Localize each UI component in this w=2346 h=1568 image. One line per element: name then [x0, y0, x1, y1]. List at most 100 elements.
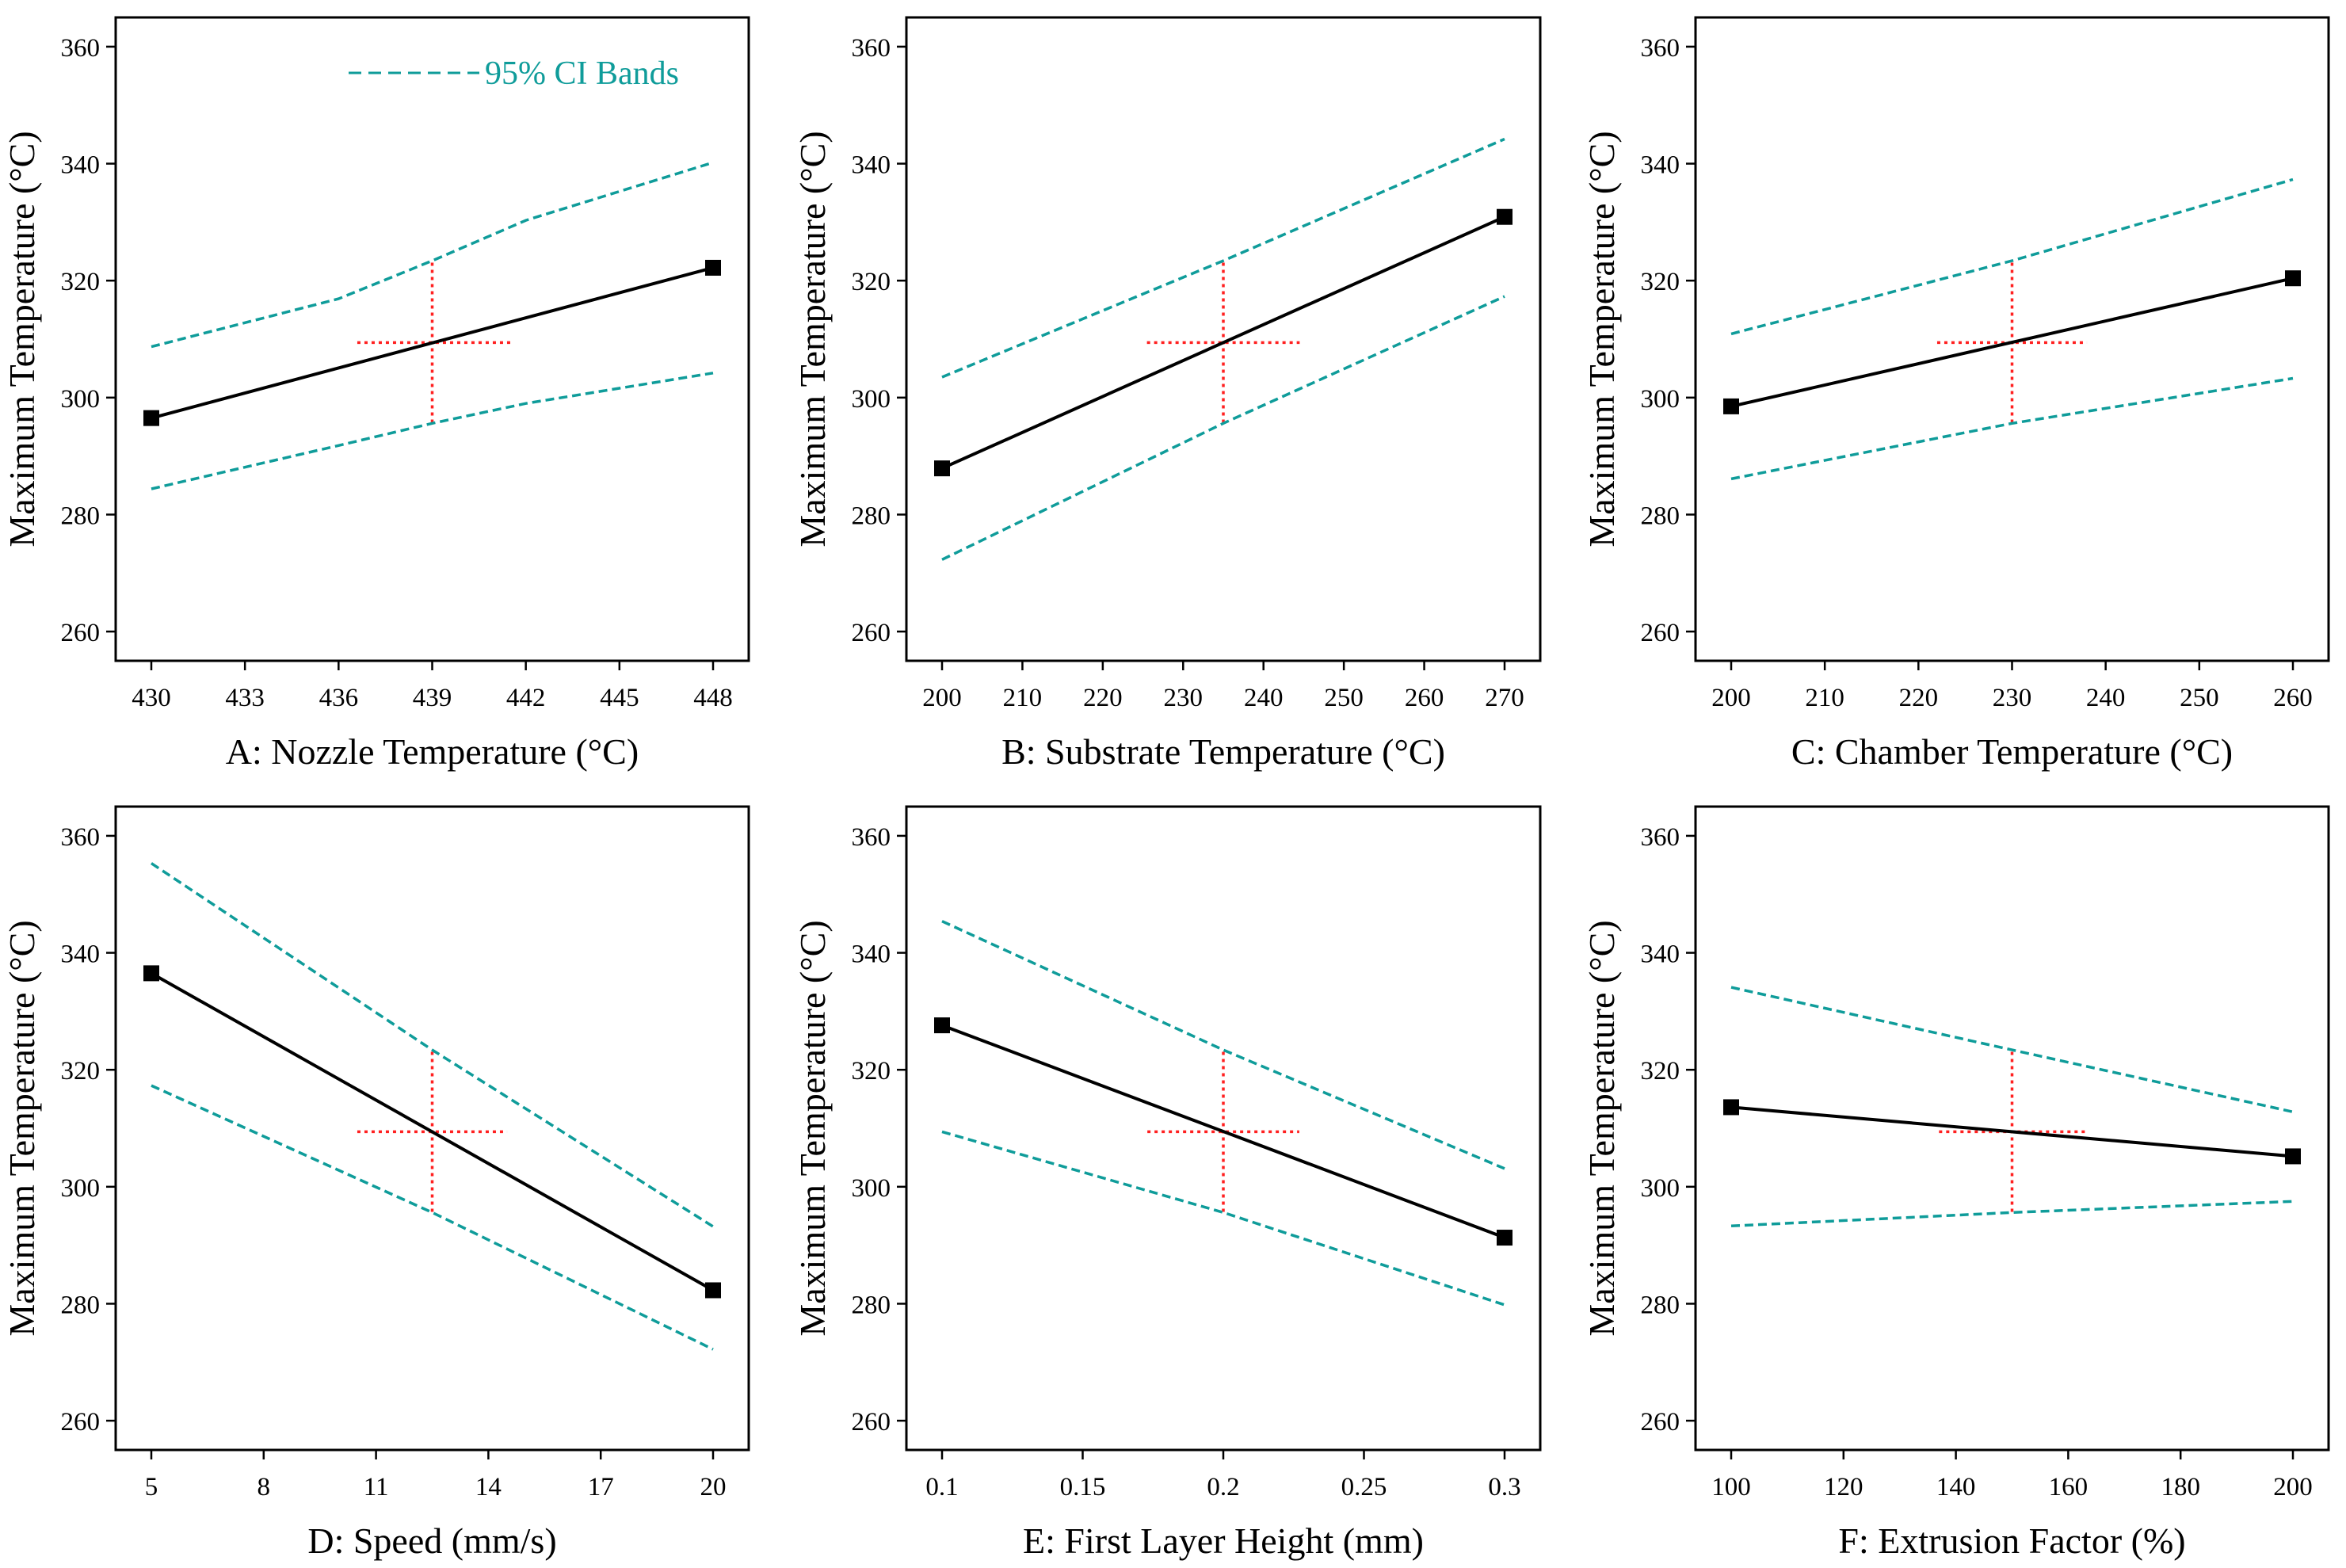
x-tick-label: 445	[600, 684, 639, 712]
mean-endpoint-marker	[934, 1017, 950, 1034]
y-tick-label: 300	[852, 385, 891, 414]
y-tick-label: 260	[852, 619, 891, 647]
ci-upper-band	[1730, 986, 2294, 1114]
y-tick-label: 340	[1641, 940, 1680, 969]
y-tick-label: 360	[852, 823, 891, 852]
plot-frame	[905, 16, 1542, 662]
y-tick-label: 320	[852, 1057, 891, 1085]
y-tick-label: 360	[1641, 823, 1680, 852]
y-tick-label: 260	[61, 619, 101, 647]
legend: 95% CI Bands	[349, 55, 679, 92]
y-axis-title: Maximum Temperature (°C)	[792, 920, 833, 1336]
x-tick-label: 430	[132, 684, 171, 712]
x-tick-label: 0.3	[1488, 1473, 1520, 1501]
panel-a: 260 280 300 320 340 360 430 433 436 439 442 445 448 A…	[2, 16, 750, 772]
mean-line	[1730, 1105, 2294, 1158]
x-tick-label: 200	[2273, 1473, 2313, 1501]
y-tick-label: 300	[61, 385, 101, 414]
x-tick-label: 442	[506, 684, 546, 712]
panel-e: 260 280 300 320 340 360 0.1 0.15 0.2 0.25 0.3 E: Fi…	[792, 805, 1542, 1561]
y-tick-label: 280	[1641, 502, 1680, 530]
ci-upper-band	[151, 161, 714, 349]
x-tick-label: 0.2	[1207, 1473, 1239, 1501]
ci-lower-band	[151, 1084, 714, 1351]
y-tick-label: 260	[1641, 619, 1680, 647]
mean-endpoint-marker	[934, 460, 950, 477]
x-tick-label: 240	[2086, 684, 2126, 712]
y-tick-label: 360	[61, 34, 101, 63]
panel-d: 260 280 300 320 340 360 5 8 11 14 17 20 D: Speed (mm…	[2, 805, 750, 1561]
x-tick-label: 20	[700, 1473, 727, 1501]
x-tick-label: 120	[1824, 1473, 1863, 1501]
x-tick-label: 180	[2161, 1473, 2200, 1501]
x-tick-label: 230	[1993, 684, 2032, 712]
x-tick-label: 439	[413, 684, 452, 712]
y-axis-title: Maximum Temperature (°C)	[1581, 920, 1622, 1336]
y-tick-label: 320	[61, 1057, 101, 1085]
panel-b: 260 280 300 320 340 360 200 210 220 230 240 250 260 2…	[792, 16, 1542, 772]
y-tick-label: 340	[61, 940, 101, 969]
y-axis-title: Maximum Temperature (°C)	[2, 131, 42, 547]
plot-frame	[905, 805, 1542, 1452]
plot-frame	[114, 805, 750, 1452]
x-axis-title: E: First Layer Height (mm)	[1023, 1520, 1424, 1561]
x-tick-label: 5	[145, 1473, 158, 1501]
mean-endpoint-marker	[705, 1282, 721, 1299]
x-tick-label: 210	[1805, 684, 1844, 712]
panel-f: 260 280 300 320 340 360 100 120 140 160 180 200 F: E…	[1581, 805, 2330, 1561]
x-tick-label: 8	[257, 1473, 271, 1501]
ci-lower-band	[941, 1130, 1505, 1307]
y-tick-label: 360	[1641, 34, 1680, 63]
x-tick-label: 200	[922, 684, 962, 712]
x-tick-label: 448	[693, 684, 733, 712]
y-tick-label: 280	[852, 1291, 891, 1319]
y-tick-label: 280	[61, 1291, 101, 1319]
ci-lower-band	[1730, 1200, 2294, 1228]
ci-lower-band	[151, 372, 714, 490]
x-tick-label: 220	[1083, 684, 1123, 712]
x-tick-label: 160	[2049, 1473, 2089, 1501]
mean-endpoint-marker	[1497, 208, 1513, 225]
y-tick-label: 360	[61, 823, 101, 852]
y-tick-label: 300	[1641, 385, 1680, 414]
y-axis-title: Maximum Temperature (°C)	[2, 920, 42, 1336]
mean-endpoint-marker	[143, 410, 159, 426]
x-tick-label: 17	[588, 1473, 614, 1501]
x-tick-label: 250	[1324, 684, 1364, 712]
ci-upper-band	[1730, 177, 2294, 336]
mean-endpoint-marker	[1723, 1099, 1739, 1116]
y-tick-label: 280	[61, 502, 101, 530]
ci-lower-band	[941, 295, 1505, 561]
ci-upper-band	[941, 137, 1505, 379]
x-tick-label: 0.15	[1060, 1473, 1106, 1501]
y-tick-label: 340	[1641, 151, 1680, 180]
mean-endpoint-marker	[1497, 1230, 1513, 1246]
x-tick-label: 260	[1405, 684, 1444, 712]
mean-endpoint-marker	[705, 259, 721, 276]
x-axis-title: D: Speed (mm/s)	[307, 1520, 556, 1561]
x-tick-label: 11	[364, 1473, 389, 1501]
y-tick-label: 320	[1641, 268, 1680, 296]
y-tick-label: 320	[61, 268, 101, 296]
y-tick-label: 360	[852, 34, 891, 63]
y-tick-label: 280	[1641, 1291, 1680, 1319]
ci-lower-band	[1730, 376, 2294, 481]
y-tick-label: 300	[852, 1174, 891, 1203]
x-axis-title: C: Chamber Temperature (°C)	[1791, 731, 2233, 772]
x-axis-title: A: Nozzle Temperature (°C)	[226, 731, 639, 772]
y-tick-label: 340	[852, 151, 891, 180]
ci-upper-band	[151, 862, 714, 1228]
x-tick-label: 100	[1711, 1473, 1751, 1501]
y-tick-label: 340	[61, 151, 101, 180]
x-tick-label: 250	[2180, 684, 2219, 712]
x-tick-label: 240	[1244, 684, 1284, 712]
x-tick-label: 14	[475, 1473, 502, 1501]
x-axis-title: B: Substrate Temperature (°C)	[1001, 731, 1445, 772]
y-tick-label: 340	[852, 940, 891, 969]
mean-line	[941, 1024, 1505, 1239]
y-tick-label: 320	[1641, 1057, 1680, 1085]
x-tick-label: 140	[1936, 1473, 1976, 1501]
x-tick-label: 433	[225, 684, 265, 712]
x-tick-label: 436	[319, 684, 359, 712]
mean-endpoint-marker	[2285, 1148, 2301, 1165]
